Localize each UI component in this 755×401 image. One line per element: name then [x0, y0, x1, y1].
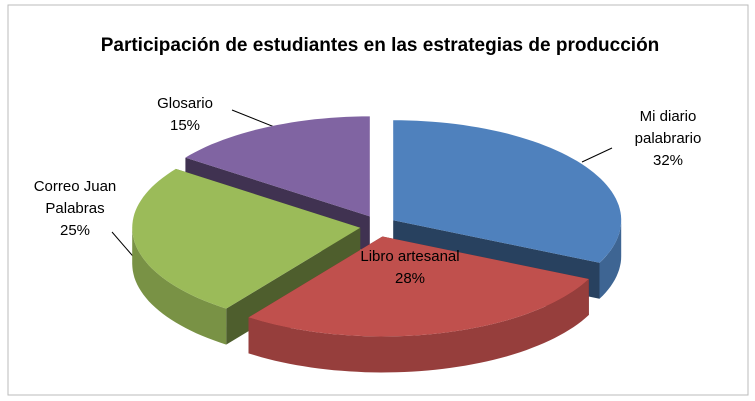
- chart-title: Participación de estudiantes en las estr…: [100, 35, 660, 56]
- value-label: 28%: [394, 270, 426, 287]
- slice-label: Mi diario palabrario 32%: [618, 106, 718, 172]
- category-label: Mi diario palabrario: [634, 108, 702, 147]
- chart-border: [7, 4, 749, 396]
- slice-label: Glosario 15%: [140, 93, 230, 137]
- leader-line: [581, 147, 613, 163]
- pie-slice: [248, 236, 589, 337]
- slice-wall: [599, 220, 622, 299]
- slice-label: Libro artesanal 28%: [360, 246, 460, 290]
- category-label: Correo Juan Palabras: [33, 178, 117, 217]
- slice-label: Correo Juan Palabras 25%: [20, 176, 130, 242]
- pie-slice: [393, 120, 622, 263]
- value-label: 25%: [59, 222, 91, 239]
- value-label: 15%: [169, 117, 201, 134]
- slice-wall: [248, 279, 589, 373]
- value-label: 32%: [652, 152, 684, 169]
- pie-slice: [132, 168, 361, 309]
- category-label: Libro artesanal: [360, 248, 460, 265]
- pie-slice: [185, 116, 370, 217]
- category-label: Glosario: [157, 95, 213, 112]
- slice-wall: [132, 227, 227, 345]
